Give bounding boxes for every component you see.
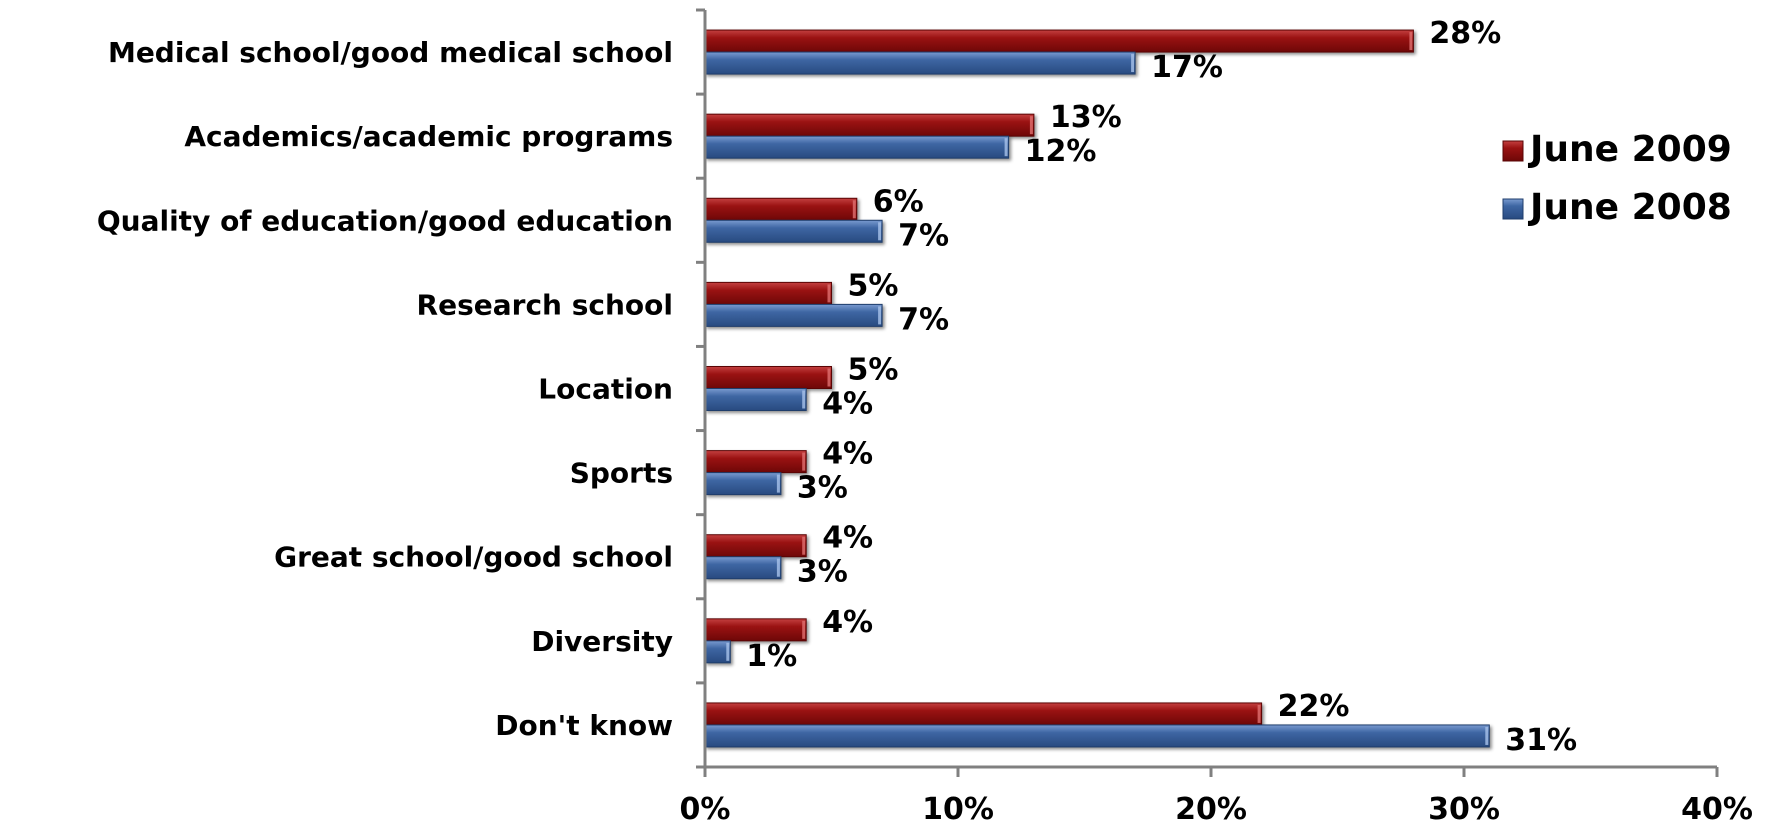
bar-end-cap <box>1409 32 1413 51</box>
value-label-june-2008-3: 7% <box>898 302 949 337</box>
value-label-june-2009-4: 5% <box>848 353 899 388</box>
bar-june-2009-6 <box>704 534 807 558</box>
axes: 0% 10% 20% 30% 40% <box>680 8 1753 827</box>
value-label-june-2008-1: 12% <box>1025 134 1097 169</box>
x-tick-label-3: 30% <box>1428 792 1500 827</box>
value-label-june-2009-1: 13% <box>1050 100 1122 135</box>
category-label-5: Sports <box>570 457 673 490</box>
value-label-june-2008-7: 1% <box>746 639 797 674</box>
value-labels-layer: 28% 17% Medical school/good medical school… <box>97 16 1577 758</box>
bar-june-2008-2 <box>704 219 883 243</box>
legend-label-june-2008: June 2008 <box>1527 187 1732 228</box>
bar-june-2009-1 <box>704 113 1035 137</box>
bar-end-cap <box>827 368 831 387</box>
value-label-june-2009-6: 4% <box>822 521 873 556</box>
bar-end-cap <box>802 620 806 639</box>
bar-june-2008-5 <box>704 472 782 496</box>
category-label-7: Diversity <box>531 625 673 658</box>
bars-layer <box>704 29 1490 748</box>
bar-end-cap <box>802 536 806 555</box>
category-label-8: Don't know <box>495 709 673 742</box>
category-label-2: Quality of education/good education <box>97 204 673 237</box>
bar-end-cap <box>1004 138 1008 157</box>
value-label-june-2009-3: 5% <box>848 268 899 303</box>
value-label-june-2008-4: 4% <box>822 387 873 422</box>
bar-june-2009-5 <box>704 450 807 474</box>
bar-june-2009-0 <box>704 29 1414 53</box>
bar-end-cap <box>878 306 882 325</box>
bar-june-2008-1 <box>704 135 1010 159</box>
bar-end-cap <box>1131 54 1135 73</box>
x-tick-label-4: 40% <box>1681 792 1753 827</box>
value-label-june-2008-2: 7% <box>898 218 949 253</box>
value-label-june-2009-8: 22% <box>1278 689 1350 724</box>
bar-end-cap <box>802 390 806 409</box>
bar-june-2008-6 <box>704 556 782 580</box>
bar-june-2009-2 <box>704 197 858 221</box>
x-tick-label-2: 20% <box>1175 792 1247 827</box>
value-label-june-2008-8: 31% <box>1505 723 1577 758</box>
value-label-june-2008-6: 3% <box>797 555 848 590</box>
legend: June 2009 June 2008 <box>1502 129 1732 228</box>
bar-end-cap <box>1029 116 1033 135</box>
bar-june-2009-3 <box>704 281 832 305</box>
bar-june-2008-8 <box>704 724 1490 748</box>
value-label-june-2008-0: 17% <box>1151 50 1223 85</box>
bar-june-2008-3 <box>704 303 883 327</box>
legend-label-june-2009: June 2009 <box>1527 129 1732 170</box>
bar-end-cap <box>726 642 730 661</box>
bar-end-cap <box>852 200 856 219</box>
legend-swatch-june-2009 <box>1502 140 1524 162</box>
value-label-june-2008-5: 3% <box>797 471 848 506</box>
category-label-1: Academics/academic programs <box>184 120 673 153</box>
value-label-june-2009-2: 6% <box>873 184 924 219</box>
bar-end-cap <box>802 452 806 471</box>
bar-end-cap <box>878 222 882 241</box>
bar-june-2009-4 <box>704 366 832 389</box>
bar-june-2008-0 <box>704 51 1136 75</box>
bar-end-cap <box>776 558 780 577</box>
bar-june-2009-7 <box>704 618 807 642</box>
bar-june-2009-8 <box>704 702 1263 726</box>
category-label-6: Great school/good school <box>274 541 673 574</box>
category-label-4: Location <box>538 373 673 406</box>
bar-end-cap <box>1257 704 1261 723</box>
value-label-june-2009-0: 28% <box>1429 16 1501 51</box>
value-label-june-2009-5: 4% <box>822 437 873 472</box>
legend-swatch-june-2008 <box>1502 198 1524 220</box>
bar-end-cap <box>827 284 831 303</box>
x-tick-label-0: 0% <box>680 792 731 827</box>
bar-june-2008-4 <box>704 388 807 411</box>
bar-end-cap <box>776 474 780 493</box>
category-label-3: Research school <box>417 288 673 321</box>
x-tick-label-1: 10% <box>922 792 994 827</box>
category-label-0: Medical school/good medical school <box>108 36 673 69</box>
value-label-june-2009-7: 4% <box>822 605 873 640</box>
bar-end-cap <box>1485 726 1489 745</box>
